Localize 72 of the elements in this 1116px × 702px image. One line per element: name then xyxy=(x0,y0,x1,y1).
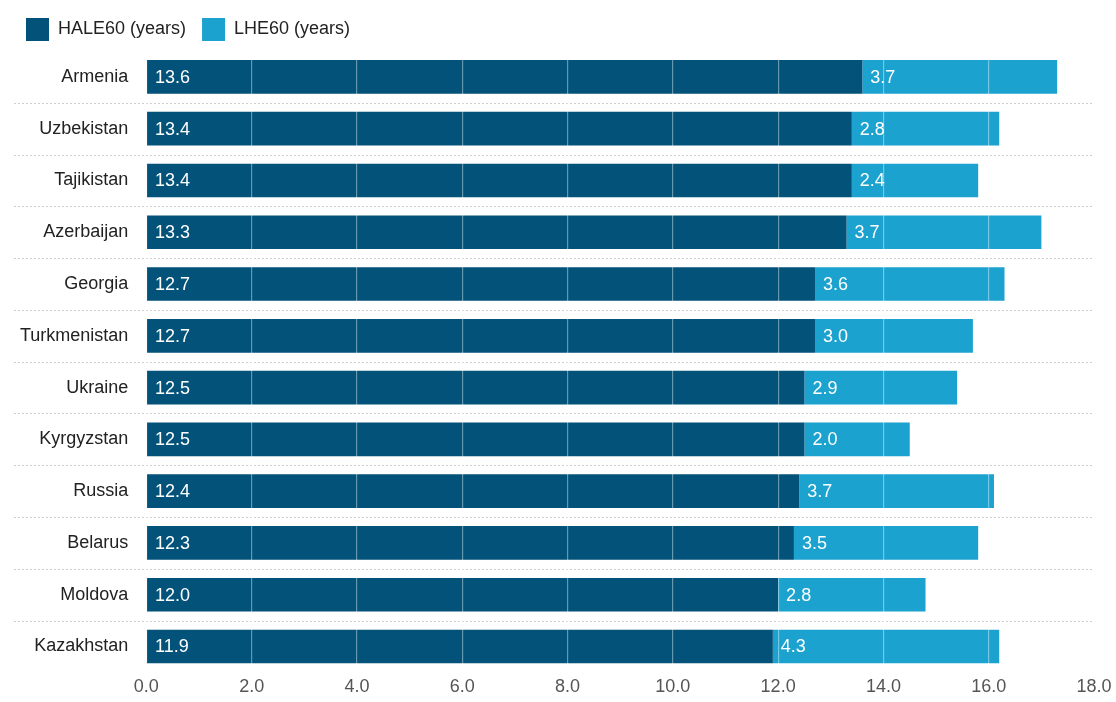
data-label: 3.7 xyxy=(807,481,833,502)
y-tick-label: Armenia xyxy=(61,65,130,86)
bar xyxy=(793,526,979,560)
x-tick-label: 12.0 xyxy=(760,676,796,697)
bar xyxy=(804,422,910,457)
data-label: 2.0 xyxy=(812,429,838,450)
data-label: 13.3 xyxy=(154,222,191,243)
y-tick-label: Uzbekistan xyxy=(39,117,129,138)
data-label: 12.3 xyxy=(154,532,191,553)
bar xyxy=(146,526,794,560)
bar xyxy=(851,163,979,198)
bar xyxy=(146,318,815,353)
y-tick-label: Kazakhstan xyxy=(34,635,129,656)
y-tick-label: Kyrgyzstan xyxy=(39,428,129,449)
data-label: 11.9 xyxy=(154,636,189,657)
y-tick-label: Tajikistan xyxy=(54,169,129,190)
data-label: 13.4 xyxy=(154,118,191,139)
bar xyxy=(778,577,926,612)
y-tick-label: Ukraine xyxy=(66,376,129,397)
data-label: 12.0 xyxy=(154,584,191,605)
data-label: 4.3 xyxy=(780,636,806,657)
x-tick-label: 8.0 xyxy=(555,676,581,697)
bar xyxy=(146,422,805,457)
data-label: 12.7 xyxy=(154,325,191,346)
data-label: 3.0 xyxy=(822,325,849,346)
y-tick-label: Azerbaijan xyxy=(43,221,129,242)
y-tick-label: Moldova xyxy=(60,583,130,604)
data-label: 2.8 xyxy=(859,118,885,139)
data-label: 2.9 xyxy=(812,377,838,398)
data-label: 2.8 xyxy=(786,584,812,605)
y-tick-label: Russia xyxy=(73,480,130,501)
y-tick-label: Belarus xyxy=(67,531,129,552)
x-tick-label: 16.0 xyxy=(971,676,1007,697)
bar xyxy=(772,629,1000,664)
x-tick-label: 14.0 xyxy=(865,676,901,697)
bar xyxy=(146,60,863,94)
bar xyxy=(146,215,847,250)
x-tick-label: 10.0 xyxy=(655,676,691,697)
data-label: 13.6 xyxy=(154,66,191,87)
data-label: 12.5 xyxy=(154,429,191,450)
y-tick-label: Turkmenistan xyxy=(19,324,129,345)
bar xyxy=(146,163,852,198)
x-tick-label: 0.0 xyxy=(133,676,159,697)
bar xyxy=(862,60,1058,94)
data-label: 3.7 xyxy=(870,66,896,87)
data-label: 3.5 xyxy=(801,532,827,553)
bar xyxy=(146,111,852,146)
bar xyxy=(146,474,800,508)
x-tick-label: 2.0 xyxy=(239,676,265,697)
bar xyxy=(846,215,1042,250)
data-label: 2.4 xyxy=(859,170,885,191)
x-tick-label: 6.0 xyxy=(449,676,475,697)
bar xyxy=(804,370,958,405)
data-label: 12.4 xyxy=(154,481,191,502)
data-label: 12.5 xyxy=(154,377,191,398)
data-label: 12.7 xyxy=(154,273,191,294)
bar xyxy=(146,370,805,405)
legend-label: HALE60 (years) xyxy=(58,18,187,39)
y-tick-label: Georgia xyxy=(64,272,130,293)
bar xyxy=(146,267,815,301)
data-label: 3.7 xyxy=(854,222,880,243)
bar xyxy=(146,577,779,612)
x-tick-label: 18.0 xyxy=(1076,676,1112,697)
bar xyxy=(814,318,973,353)
legend-label: LHE60 (years) xyxy=(234,18,351,39)
bar xyxy=(799,474,994,508)
bar xyxy=(851,111,1000,146)
data-label: 13.4 xyxy=(154,170,191,191)
data-label: 3.6 xyxy=(822,273,849,294)
bar xyxy=(814,267,1005,301)
x-tick-label: 4.0 xyxy=(344,676,370,697)
bar xyxy=(146,629,773,664)
